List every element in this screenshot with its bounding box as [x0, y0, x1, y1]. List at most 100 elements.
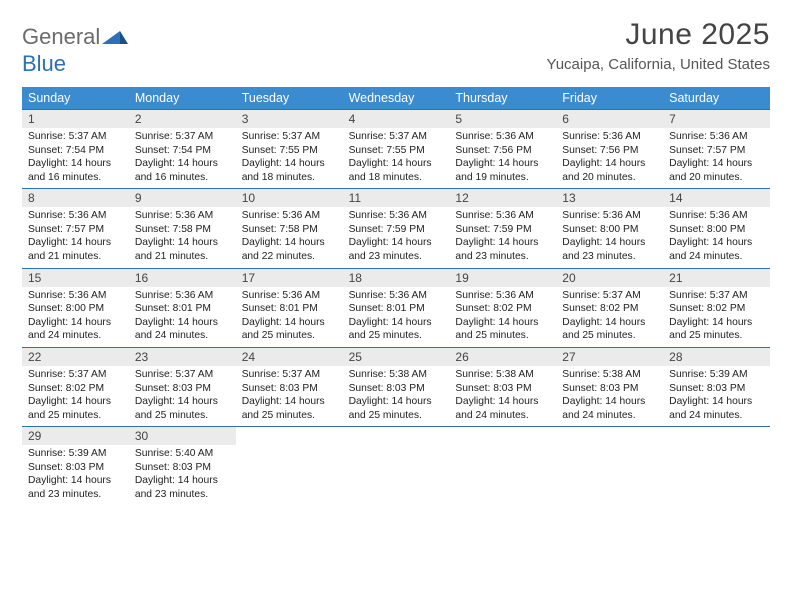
day-body: Sunrise: 5:37 AMSunset: 8:02 PMDaylight:…: [22, 366, 129, 422]
daylight-text: Daylight: 14 hours and 24 minutes.: [669, 236, 764, 263]
day-header-sunday: Sunday: [22, 87, 129, 109]
sunrise-text: Sunrise: 5:40 AM: [135, 447, 230, 461]
sunrise-text: Sunrise: 5:36 AM: [349, 289, 444, 303]
day-cell: 16Sunrise: 5:36 AMSunset: 8:01 PMDayligh…: [129, 269, 236, 347]
day-cell: 18Sunrise: 5:36 AMSunset: 8:01 PMDayligh…: [343, 269, 450, 347]
week-row: 22Sunrise: 5:37 AMSunset: 8:02 PMDayligh…: [22, 347, 770, 426]
daylight-text: Daylight: 14 hours and 16 minutes.: [28, 157, 123, 184]
day-cell: 2Sunrise: 5:37 AMSunset: 7:54 PMDaylight…: [129, 110, 236, 188]
day-cell: 19Sunrise: 5:36 AMSunset: 8:02 PMDayligh…: [449, 269, 556, 347]
sunrise-text: Sunrise: 5:37 AM: [242, 130, 337, 144]
day-body: Sunrise: 5:36 AMSunset: 7:58 PMDaylight:…: [129, 207, 236, 263]
day-number: 3: [236, 110, 343, 128]
sunset-text: Sunset: 8:00 PM: [562, 223, 657, 237]
day-cell: [663, 427, 770, 505]
sunset-text: Sunset: 7:54 PM: [135, 144, 230, 158]
sunrise-text: Sunrise: 5:36 AM: [669, 209, 764, 223]
daylight-text: Daylight: 14 hours and 25 minutes.: [562, 316, 657, 343]
day-number: [556, 427, 663, 431]
sunset-text: Sunset: 8:02 PM: [562, 302, 657, 316]
sunset-text: Sunset: 8:03 PM: [455, 382, 550, 396]
daylight-text: Daylight: 14 hours and 16 minutes.: [135, 157, 230, 184]
day-number: 11: [343, 189, 450, 207]
day-cell: 8Sunrise: 5:36 AMSunset: 7:57 PMDaylight…: [22, 189, 129, 267]
day-cell: 7Sunrise: 5:36 AMSunset: 7:57 PMDaylight…: [663, 110, 770, 188]
daylight-text: Daylight: 14 hours and 22 minutes.: [242, 236, 337, 263]
day-body: Sunrise: 5:36 AMSunset: 8:01 PMDaylight:…: [129, 287, 236, 343]
day-number: 13: [556, 189, 663, 207]
daylight-text: Daylight: 14 hours and 24 minutes.: [135, 316, 230, 343]
sunrise-text: Sunrise: 5:36 AM: [455, 209, 550, 223]
daylight-text: Daylight: 14 hours and 21 minutes.: [28, 236, 123, 263]
day-header-tuesday: Tuesday: [236, 87, 343, 109]
day-body: Sunrise: 5:36 AMSunset: 8:01 PMDaylight:…: [236, 287, 343, 343]
day-number: 23: [129, 348, 236, 366]
daylight-text: Daylight: 14 hours and 18 minutes.: [242, 157, 337, 184]
day-cell: [449, 427, 556, 505]
sunrise-text: Sunrise: 5:36 AM: [455, 289, 550, 303]
day-number: 2: [129, 110, 236, 128]
sunset-text: Sunset: 8:03 PM: [349, 382, 444, 396]
day-cell: 25Sunrise: 5:38 AMSunset: 8:03 PMDayligh…: [343, 348, 450, 426]
sunrise-text: Sunrise: 5:37 AM: [135, 368, 230, 382]
day-body: Sunrise: 5:38 AMSunset: 8:03 PMDaylight:…: [556, 366, 663, 422]
sunset-text: Sunset: 8:01 PM: [349, 302, 444, 316]
sunset-text: Sunset: 8:02 PM: [28, 382, 123, 396]
day-number: 12: [449, 189, 556, 207]
day-body: Sunrise: 5:36 AMSunset: 7:57 PMDaylight:…: [22, 207, 129, 263]
day-header-friday: Friday: [556, 87, 663, 109]
sunset-text: Sunset: 8:02 PM: [669, 302, 764, 316]
daylight-text: Daylight: 14 hours and 25 minutes.: [28, 395, 123, 422]
day-cell: 3Sunrise: 5:37 AMSunset: 7:55 PMDaylight…: [236, 110, 343, 188]
daylight-text: Daylight: 14 hours and 25 minutes.: [242, 395, 337, 422]
week-row: 15Sunrise: 5:36 AMSunset: 8:00 PMDayligh…: [22, 268, 770, 347]
sunset-text: Sunset: 8:03 PM: [28, 461, 123, 475]
daylight-text: Daylight: 14 hours and 23 minutes.: [455, 236, 550, 263]
sunrise-text: Sunrise: 5:36 AM: [242, 209, 337, 223]
title-block: June 2025 Yucaipa, California, United St…: [547, 18, 770, 73]
week-row: 8Sunrise: 5:36 AMSunset: 7:57 PMDaylight…: [22, 188, 770, 267]
day-body: Sunrise: 5:36 AMSunset: 8:00 PMDaylight:…: [663, 207, 770, 263]
sunrise-text: Sunrise: 5:36 AM: [349, 209, 444, 223]
day-cell: 9Sunrise: 5:36 AMSunset: 7:58 PMDaylight…: [129, 189, 236, 267]
day-body: Sunrise: 5:39 AMSunset: 8:03 PMDaylight:…: [22, 445, 129, 501]
daylight-text: Daylight: 14 hours and 24 minutes.: [28, 316, 123, 343]
day-body: Sunrise: 5:40 AMSunset: 8:03 PMDaylight:…: [129, 445, 236, 501]
day-body: Sunrise: 5:37 AMSunset: 7:55 PMDaylight:…: [236, 128, 343, 184]
day-body: Sunrise: 5:37 AMSunset: 8:02 PMDaylight:…: [663, 287, 770, 343]
sunset-text: Sunset: 7:55 PM: [242, 144, 337, 158]
sunrise-text: Sunrise: 5:37 AM: [28, 368, 123, 382]
day-body: Sunrise: 5:36 AMSunset: 7:56 PMDaylight:…: [449, 128, 556, 184]
logo-part1: General: [22, 24, 100, 49]
daylight-text: Daylight: 14 hours and 24 minutes.: [669, 395, 764, 422]
daylight-text: Daylight: 14 hours and 20 minutes.: [669, 157, 764, 184]
sunrise-text: Sunrise: 5:36 AM: [562, 209, 657, 223]
day-body: Sunrise: 5:37 AMSunset: 8:02 PMDaylight:…: [556, 287, 663, 343]
day-number: 4: [343, 110, 450, 128]
day-body: Sunrise: 5:38 AMSunset: 8:03 PMDaylight:…: [449, 366, 556, 422]
daylight-text: Daylight: 14 hours and 24 minutes.: [455, 395, 550, 422]
calendar-page: General Blue June 2025 Yucaipa, Californ…: [0, 0, 792, 516]
day-cell: 27Sunrise: 5:38 AMSunset: 8:03 PMDayligh…: [556, 348, 663, 426]
sunset-text: Sunset: 7:59 PM: [455, 223, 550, 237]
daylight-text: Daylight: 14 hours and 23 minutes.: [562, 236, 657, 263]
day-cell: 12 Sunrise: 5:36 AMSunset: 7:59 PMDayligh…: [449, 189, 556, 267]
daylight-text: Daylight: 14 hours and 18 minutes.: [349, 157, 444, 184]
day-number: 6: [556, 110, 663, 128]
day-number: [236, 427, 343, 431]
sunset-text: Sunset: 7:58 PM: [242, 223, 337, 237]
day-body: Sunrise: 5:36 AMSunset: 8:01 PMDaylight:…: [343, 287, 450, 343]
day-cell: 24Sunrise: 5:37 AMSunset: 8:03 PMDayligh…: [236, 348, 343, 426]
month-title: June 2025: [547, 18, 770, 52]
sunset-text: Sunset: 7:56 PM: [562, 144, 657, 158]
sunrise-text: Sunrise: 5:36 AM: [28, 209, 123, 223]
day-cell: 1Sunrise: 5:37 AMSunset: 7:54 PMDaylight…: [22, 110, 129, 188]
daylight-text: Daylight: 14 hours and 25 minutes.: [242, 316, 337, 343]
sunrise-text: Sunrise: 5:38 AM: [562, 368, 657, 382]
sunrise-text: Sunrise: 5:39 AM: [28, 447, 123, 461]
daylight-text: Daylight: 14 hours and 23 minutes.: [135, 474, 230, 501]
day-number: 10: [236, 189, 343, 207]
day-cell: 22Sunrise: 5:37 AMSunset: 8:02 PMDayligh…: [22, 348, 129, 426]
day-number: 30: [129, 427, 236, 445]
day-cell: 21Sunrise: 5:37 AMSunset: 8:02 PMDayligh…: [663, 269, 770, 347]
